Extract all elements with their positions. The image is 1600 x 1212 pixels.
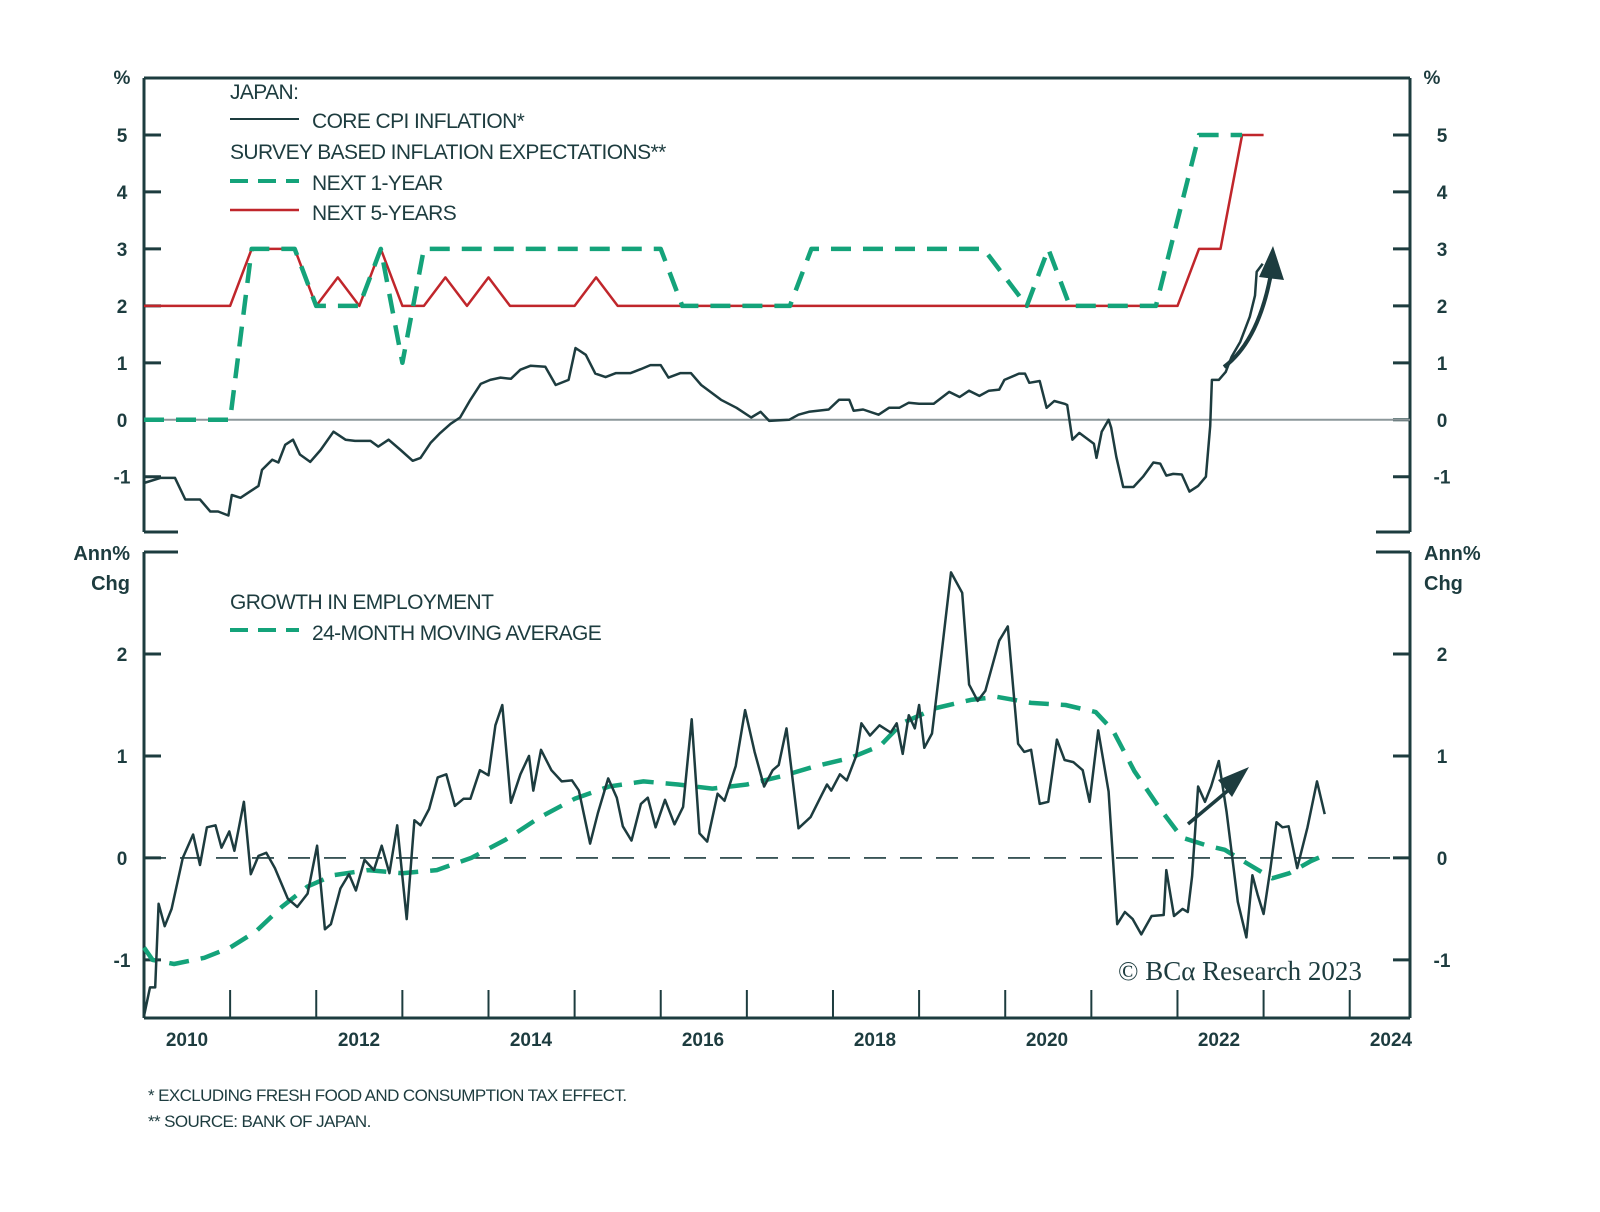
top-trend-arrow <box>1222 246 1284 369</box>
top-left-ytick-label: 0 <box>117 411 128 432</box>
bottom-left-ytick-label: 2 <box>117 645 128 666</box>
top-right-ytick-label: 4 <box>1437 183 1448 204</box>
top-series-core-cpi-inflation <box>143 262 1264 517</box>
x-label-2016: 2016 <box>682 1030 724 1051</box>
legend-label-ma: 24-MONTH MOVING AVERAGE <box>312 622 602 645</box>
legend-heading-japan: JAPAN: <box>230 81 298 104</box>
top-arrow-shaft <box>1222 267 1274 369</box>
top-left-ytick-label: 3 <box>117 240 128 261</box>
bottom-left-ytick-label: 0 <box>117 849 128 870</box>
x-label-2014: 2014 <box>510 1030 553 1051</box>
bottom-left-ytick-label: -1 <box>114 951 131 972</box>
copyright-label: © BCα Research 2023 <box>1118 956 1362 986</box>
x-label-2012: 2012 <box>338 1030 380 1051</box>
x-label-2024: 2024 <box>1370 1030 1413 1051</box>
top-left-unit-label: % <box>114 68 131 89</box>
bottom-trend-arrow <box>1186 767 1249 826</box>
bottom-series-24-month-moving-average <box>142 694 1327 967</box>
bottom-left-unit-label-1: Ann% <box>73 543 130 565</box>
bottom-right-ytick-label: -1 <box>1434 951 1451 972</box>
top-left-ytick-label: 2 <box>117 297 128 318</box>
bottom-y-ticks: 2 2 1 1 0 0 -1 -1 <box>114 645 1451 972</box>
top-right-ytick-label: 2 <box>1437 297 1448 318</box>
legend-label-employment: GROWTH IN EMPLOYMENT <box>230 591 494 614</box>
x-label-2010: 2010 <box>166 1030 208 1051</box>
bottom-left-unit-label-2: Chg <box>91 573 130 595</box>
legend-label-5y: NEXT 5-YEARS <box>312 202 457 225</box>
legend-label-1y: NEXT 1-YEAR <box>312 172 443 195</box>
top-left-ytick-label: 1 <box>117 354 128 375</box>
top-right-ytick-label: 0 <box>1437 411 1448 432</box>
top-series-next-1-year <box>144 132 1243 423</box>
top-left-ytick-label: 5 <box>117 126 128 147</box>
top-right-ytick-label: 1 <box>1437 354 1448 375</box>
bottom-legend: GROWTH IN EMPLOYMENT 24-MONTH MOVING AVE… <box>230 591 602 645</box>
top-y-ticks: 5 5 4 4 3 3 2 2 1 1 0 0 -1 -1 <box>114 126 1451 489</box>
footnote-1: * EXCLUDING FRESH FOOD AND CONSUMPTION T… <box>148 1086 626 1105</box>
bottom-right-ytick-label: 2 <box>1437 645 1448 666</box>
top-left-ytick-label: -1 <box>114 468 131 489</box>
x-label-2018: 2018 <box>854 1030 896 1051</box>
footnote-2: ** SOURCE: BANK OF JAPAN. <box>148 1112 371 1131</box>
top-right-ytick-label: -1 <box>1434 468 1451 489</box>
bottom-right-ytick-label: 0 <box>1437 849 1448 870</box>
bottom-right-unit-label-1: Ann% <box>1424 543 1481 565</box>
top-arrow-head <box>1259 246 1284 280</box>
x-label-2020: 2020 <box>1026 1030 1068 1051</box>
bottom-right-ytick-label: 1 <box>1437 747 1448 768</box>
bottom-series-group <box>142 571 1327 1017</box>
top-legend: JAPAN: CORE CPI INFLATION* SURVEY BASED … <box>230 81 667 225</box>
bottom-right-unit-label-2: Chg <box>1424 573 1463 595</box>
top-right-ytick-label: 5 <box>1437 126 1448 147</box>
bottom-series-growth-in-employment <box>142 571 1326 1017</box>
x-tick-labels: 2010 2012 2014 2016 2018 2020 2022 2024 <box>166 1030 1413 1051</box>
top-series-group <box>143 132 1264 517</box>
legend-label-cpi: CORE CPI INFLATION* <box>312 110 525 133</box>
bottom-panel-frame <box>142 550 1412 1020</box>
top-right-ytick-label: 3 <box>1437 240 1448 261</box>
bottom-left-ytick-label: 1 <box>117 747 128 768</box>
top-left-ytick-label: 4 <box>117 183 128 204</box>
bottom-arrow-head <box>1218 767 1249 797</box>
x-ticks <box>229 990 1351 1018</box>
top-right-unit-label: % <box>1424 68 1441 89</box>
x-label-2022: 2022 <box>1198 1030 1240 1051</box>
legend-heading-survey: SURVEY BASED INFLATION EXPECTATIONS** <box>230 141 666 164</box>
